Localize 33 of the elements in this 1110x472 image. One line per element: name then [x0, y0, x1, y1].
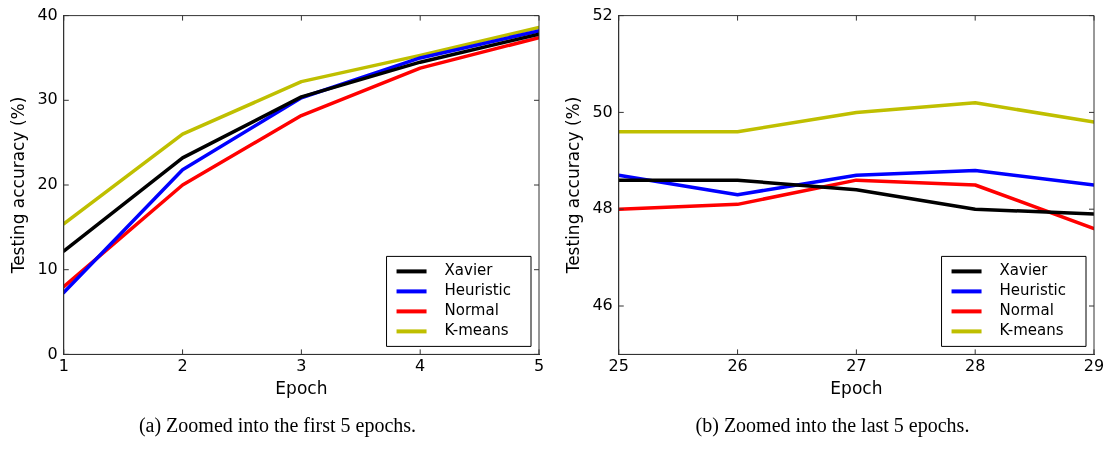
x-tick-label: 2 [176, 356, 188, 376]
y-tick-label: 30 [36, 89, 58, 109]
x-tick-label: 4 [414, 356, 425, 376]
x-axis-title: Epoch [274, 378, 327, 399]
legend-label: Xavier [999, 261, 1048, 280]
y-tick-label: 0 [47, 343, 58, 363]
legend-label: K-means [999, 321, 1064, 340]
x-tick-label: 27 [845, 356, 867, 376]
y-axis-title: Testing accuracy (%) [562, 96, 583, 275]
legend-label: K-means [444, 321, 509, 340]
text: (b) Zoomed into the last 5 epochs. [695, 414, 970, 437]
x-tick-label: 29 [1083, 356, 1104, 376]
legend-label: Xavier [444, 261, 493, 280]
legend-label: Normal [999, 301, 1054, 320]
y-tick-label: 10 [36, 258, 58, 278]
x-axis-title: Epoch [829, 378, 882, 399]
legend-label: Normal [444, 301, 499, 320]
y-tick-label: 46 [591, 295, 613, 315]
x-tick-label: 28 [964, 356, 985, 376]
legend-label: Heuristic [444, 281, 511, 300]
x-tick-label: 26 [726, 356, 748, 376]
y-tick-label: 52 [591, 4, 613, 24]
y-tick-label: 50 [591, 101, 613, 121]
y-tick-label: 40 [36, 4, 58, 24]
y-tick-label: 20 [36, 174, 58, 194]
y-axis-title: Testing accuracy (%) [7, 96, 28, 275]
x-tick-label: 25 [608, 356, 629, 376]
x-tick-label: 5 [533, 356, 544, 376]
legend-label: Heuristic [999, 281, 1066, 300]
x-tick-label: 3 [295, 356, 306, 376]
x-tick-label: 1 [58, 356, 69, 376]
text: (a) Zoomed into the first 5 epochs. [138, 414, 417, 437]
y-tick-label: 48 [591, 198, 613, 218]
